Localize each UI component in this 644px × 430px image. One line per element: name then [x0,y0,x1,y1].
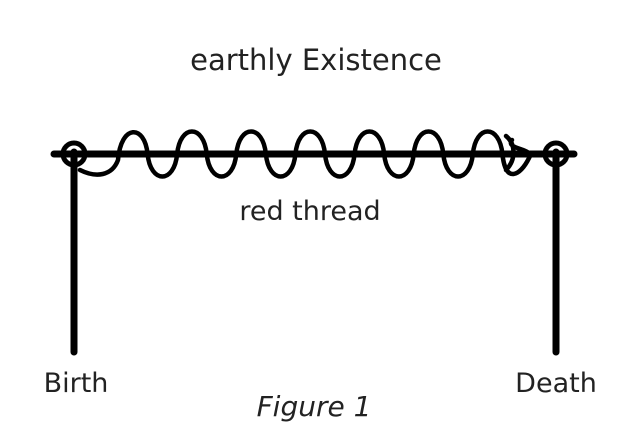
death-knot-core [552,150,560,158]
thread-label: red thread [239,196,380,227]
death-knot [542,140,570,168]
death-label: Death [515,368,597,399]
birth-label: Birth [44,368,109,399]
birth-knot-core [70,150,78,158]
figure-caption: Figure 1 [257,390,372,423]
diagram-title: earthly Existence [190,43,442,77]
birth-knot [60,140,88,168]
red-thread-wave [77,129,532,179]
